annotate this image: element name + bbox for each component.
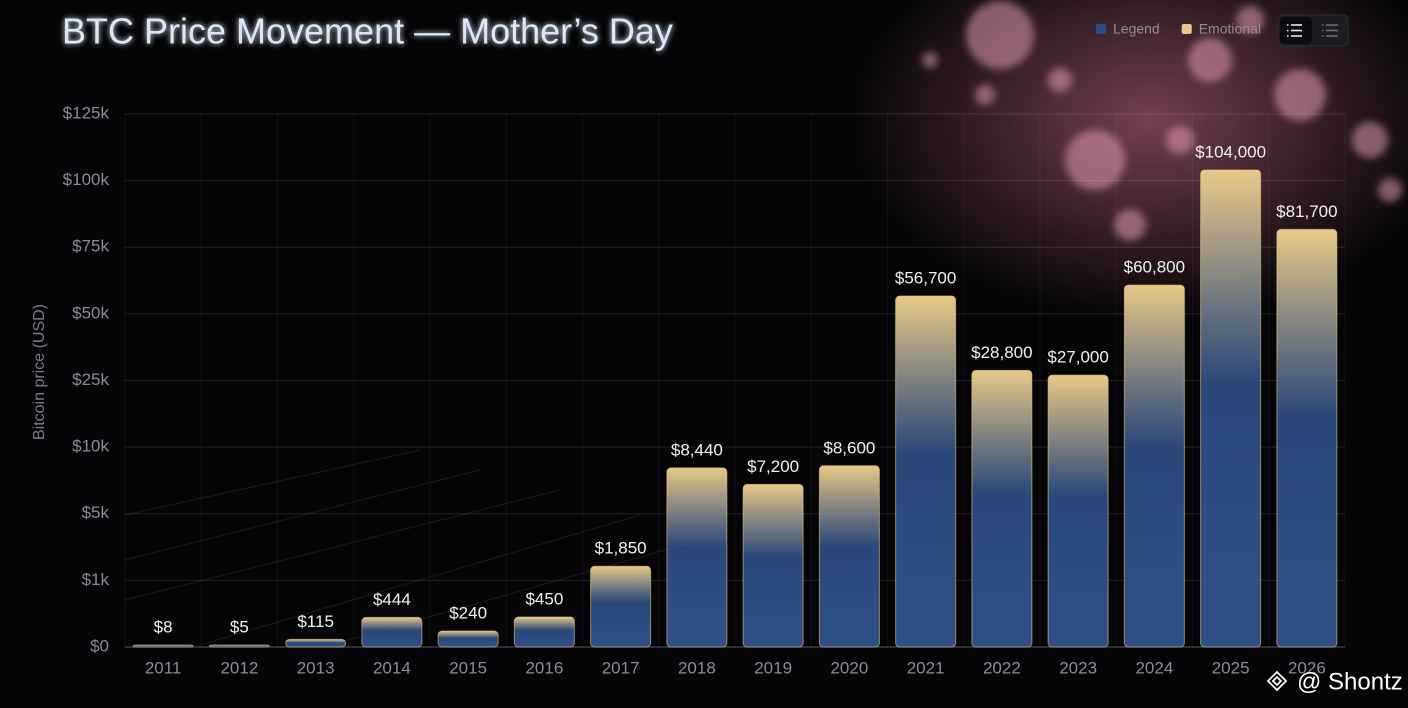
value-label: $28,800 [971,343,1032,362]
value-label: $450 [525,590,563,609]
legend-label: Legend [1113,21,1160,37]
value-label: $5 [230,617,249,636]
value-label: $56,700 [895,269,956,288]
y-tick-label: $100k [63,170,110,189]
x-tick-label: 2016 [525,658,563,677]
value-label: $8,600 [823,438,875,457]
watermark: @ Shontz [1266,668,1403,695]
x-tick-label: 2013 [297,658,335,677]
x-tick-label: 2017 [602,658,640,677]
bar [1276,228,1338,648]
x-tick-label: 2026 [1288,658,1326,677]
list-icon [1287,24,1302,37]
y-tick-label: $5k [82,503,110,522]
plot: $0 $1k $5k $10k $25k $50k $75k $100k $125k 2011 $8… [63,103,1346,677]
bar [285,638,347,648]
x-tick-label: 2021 [907,658,945,677]
value-label: $1,850 [595,539,647,558]
y-tick-label: $25k [72,370,109,389]
bar [513,616,575,648]
value-label: $81,700 [1276,202,1337,221]
bar [895,295,957,648]
watermark-text: @ Shontz [1297,668,1403,695]
value-label: $7,200 [747,457,799,476]
x-tick-label: 2019 [754,658,792,677]
chart-title: BTC Price Movement — Mother’s Day [62,11,673,52]
bar [590,565,652,648]
value-label: $60,800 [1124,258,1185,277]
value-label: $104,000 [1195,142,1266,161]
bar [1123,284,1185,648]
bar [1047,374,1109,648]
bar [361,616,423,648]
bar [971,369,1033,648]
value-label: $115 [297,612,334,631]
x-tick-label: 2014 [373,658,411,677]
x-tick-label: 2012 [220,658,258,677]
x-tick-label: 2025 [1212,658,1250,677]
x-tick-label: 2015 [449,658,487,677]
x-tick-label: 2024 [1135,658,1173,677]
legend-swatch [1181,24,1192,34]
perspective-floor [124,449,701,646]
bar [742,483,804,648]
bar [1200,169,1262,648]
value-label: $8 [154,617,173,636]
y-tick-label: $50k [72,303,109,322]
bar [132,644,194,648]
value-label: $240 [449,603,487,622]
value-label: $27,000 [1047,348,1108,367]
legend: Legend Emotional [1096,21,1261,37]
legend-swatch [1096,24,1106,34]
x-tick-label: 2022 [983,658,1021,677]
value-label: $8,440 [671,440,723,459]
y-tick-label: $10k [72,437,109,456]
value-label: $444 [373,590,411,609]
x-tick-label: 2018 [678,658,716,677]
x-tick-label: 2023 [1059,658,1097,677]
y-tick-label: $125k [63,103,110,122]
bokeh [850,0,1408,320]
legend-label: Emotional [1199,21,1261,37]
bar [208,644,270,648]
y-tick-label: $0 [90,636,109,655]
bar [437,630,499,648]
view-toggle[interactable] [1277,14,1349,47]
x-tick-label: 2011 [145,658,182,677]
list-icon-alt[interactable] [1322,24,1338,37]
x-tick-label: 2020 [830,658,868,677]
y-axis-label: Bitcoin price (USD) [31,304,48,440]
y-tick-label: $75k [72,237,109,256]
bar [666,467,728,648]
bar [818,465,880,648]
y-tick-label: $1k [82,570,110,589]
